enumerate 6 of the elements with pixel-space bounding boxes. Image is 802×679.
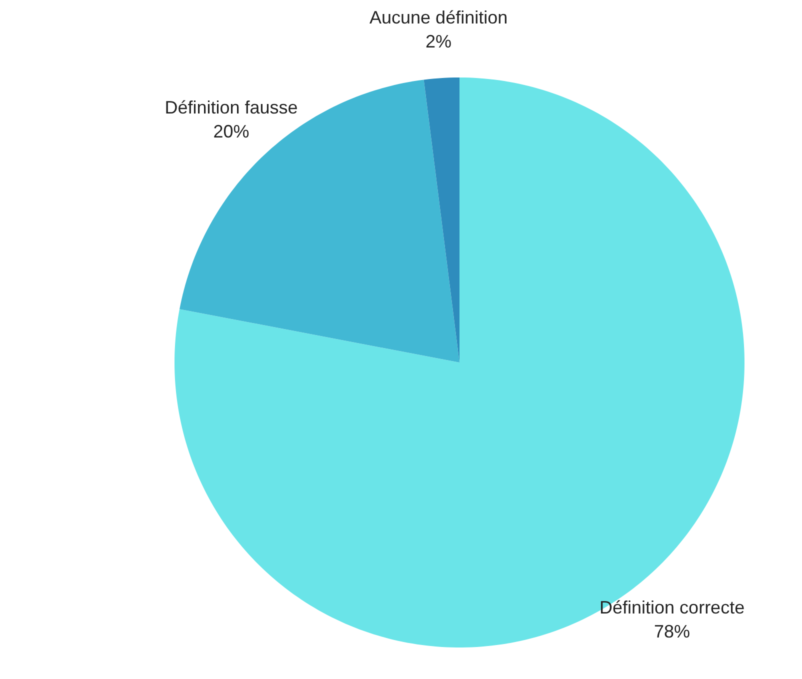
slice-label: Définition fausse — [164, 97, 298, 118]
data-label: 2% — [426, 32, 452, 52]
data-label: 20% — [213, 121, 250, 142]
data-label: 78% — [654, 621, 690, 642]
slice-label: Aucune définition — [370, 8, 508, 28]
slice-label: Définition correcte — [600, 597, 745, 618]
